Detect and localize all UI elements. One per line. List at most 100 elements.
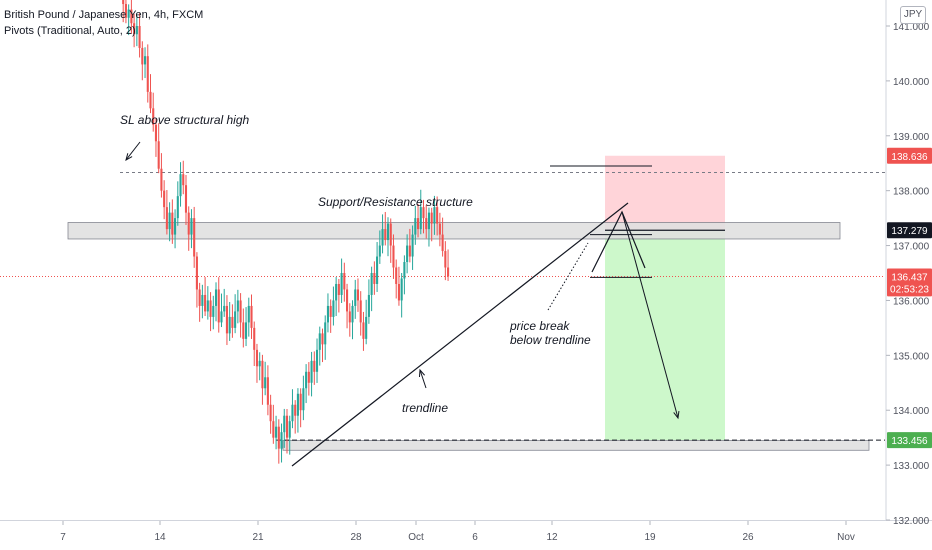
candle[interactable] <box>425 204 428 239</box>
candle[interactable] <box>141 41 144 81</box>
candle[interactable] <box>154 117 158 157</box>
candle[interactable] <box>135 15 138 47</box>
candle[interactable] <box>133 13 136 48</box>
candle[interactable] <box>242 308 245 348</box>
lower-support-box[interactable] <box>282 440 870 451</box>
candle[interactable] <box>346 283 349 329</box>
candle[interactable] <box>447 249 450 281</box>
candle[interactable] <box>299 388 302 428</box>
candle[interactable] <box>283 408 286 448</box>
take-profit-price-label[interactable]: 133.456 <box>887 432 932 449</box>
candle[interactable] <box>138 13 141 58</box>
candle[interactable] <box>348 303 351 337</box>
candle[interactable] <box>266 365 269 416</box>
candle[interactable] <box>294 400 297 434</box>
candle[interactable] <box>272 404 275 444</box>
indicator-title[interactable]: Pivots (Traditional, Auto, 2) <box>4 25 136 37</box>
candle[interactable] <box>305 364 308 404</box>
candle[interactable] <box>441 217 444 257</box>
candle[interactable] <box>324 315 327 360</box>
candle[interactable] <box>285 408 289 454</box>
candle[interactable] <box>340 258 343 303</box>
candle[interactable] <box>269 394 272 434</box>
candle[interactable] <box>433 195 436 235</box>
candle[interactable] <box>143 47 147 79</box>
candle[interactable] <box>264 361 267 396</box>
candle[interactable] <box>444 241 447 281</box>
candle[interactable] <box>157 123 160 174</box>
candle[interactable] <box>261 354 264 405</box>
candle[interactable] <box>245 307 248 347</box>
candle[interactable] <box>408 228 411 263</box>
candle[interactable] <box>315 338 319 383</box>
candle[interactable] <box>163 180 166 220</box>
candle[interactable] <box>351 300 354 340</box>
candle[interactable] <box>195 252 198 308</box>
take-profit-zone[interactable] <box>605 230 725 441</box>
candle[interactable] <box>365 299 368 345</box>
candle[interactable] <box>280 423 283 463</box>
trendline[interactable] <box>291 202 629 467</box>
entry-price-label[interactable]: 137.279 <box>887 222 932 239</box>
currency-badge[interactable]: JPY <box>900 6 926 24</box>
candle[interactable] <box>193 206 196 268</box>
candle[interactable] <box>258 352 261 381</box>
candle[interactable] <box>359 291 362 336</box>
candle[interactable] <box>190 209 193 249</box>
candle[interactable] <box>168 202 171 242</box>
candle[interactable] <box>212 295 215 330</box>
candle[interactable] <box>362 311 365 351</box>
candle[interactable] <box>247 297 250 337</box>
candle[interactable] <box>395 259 398 299</box>
candle[interactable] <box>184 175 188 225</box>
countdown-price-label[interactable]: 02:53:23 <box>887 280 932 297</box>
candle[interactable] <box>239 293 242 338</box>
candle[interactable] <box>231 304 234 338</box>
candle[interactable] <box>176 181 179 226</box>
candle[interactable] <box>313 351 316 385</box>
candle[interactable] <box>367 279 370 324</box>
candle[interactable] <box>198 282 201 322</box>
candle[interactable] <box>414 205 417 245</box>
candle[interactable] <box>411 225 414 270</box>
candle[interactable] <box>204 277 207 317</box>
candle[interactable] <box>354 279 357 319</box>
candle[interactable] <box>332 286 335 326</box>
candle[interactable] <box>171 199 174 244</box>
candle[interactable] <box>436 196 439 236</box>
candle[interactable] <box>255 343 259 383</box>
candle[interactable] <box>326 293 329 333</box>
candle[interactable] <box>127 4 130 36</box>
candle[interactable] <box>296 388 299 433</box>
candle[interactable] <box>392 234 395 279</box>
candle[interactable] <box>291 389 294 429</box>
candle[interactable] <box>234 294 237 334</box>
candle[interactable] <box>310 351 313 397</box>
stop-loss-price-label[interactable]: 138.636 <box>887 147 932 164</box>
candle[interactable] <box>378 230 381 264</box>
projected-drop-arrow[interactable] <box>621 211 680 420</box>
candle[interactable] <box>182 160 185 195</box>
candle[interactable] <box>397 266 400 306</box>
candle[interactable] <box>220 293 223 328</box>
candle[interactable] <box>214 282 218 322</box>
candle[interactable] <box>386 217 390 257</box>
candle[interactable] <box>122 0 125 23</box>
candle[interactable] <box>318 326 321 366</box>
candle[interactable] <box>384 211 387 246</box>
candle[interactable] <box>187 206 190 251</box>
candle[interactable] <box>422 199 425 234</box>
candle[interactable] <box>217 277 220 333</box>
candle[interactable] <box>253 321 256 367</box>
candle[interactable] <box>370 266 373 312</box>
candle[interactable] <box>321 328 324 363</box>
sl-pointer-arrow[interactable] <box>125 141 141 162</box>
candle[interactable] <box>206 286 209 320</box>
candle[interactable] <box>179 162 182 207</box>
candle[interactable] <box>302 375 305 421</box>
candle[interactable] <box>165 190 168 235</box>
candle[interactable] <box>149 74 152 114</box>
candle[interactable] <box>277 419 280 464</box>
